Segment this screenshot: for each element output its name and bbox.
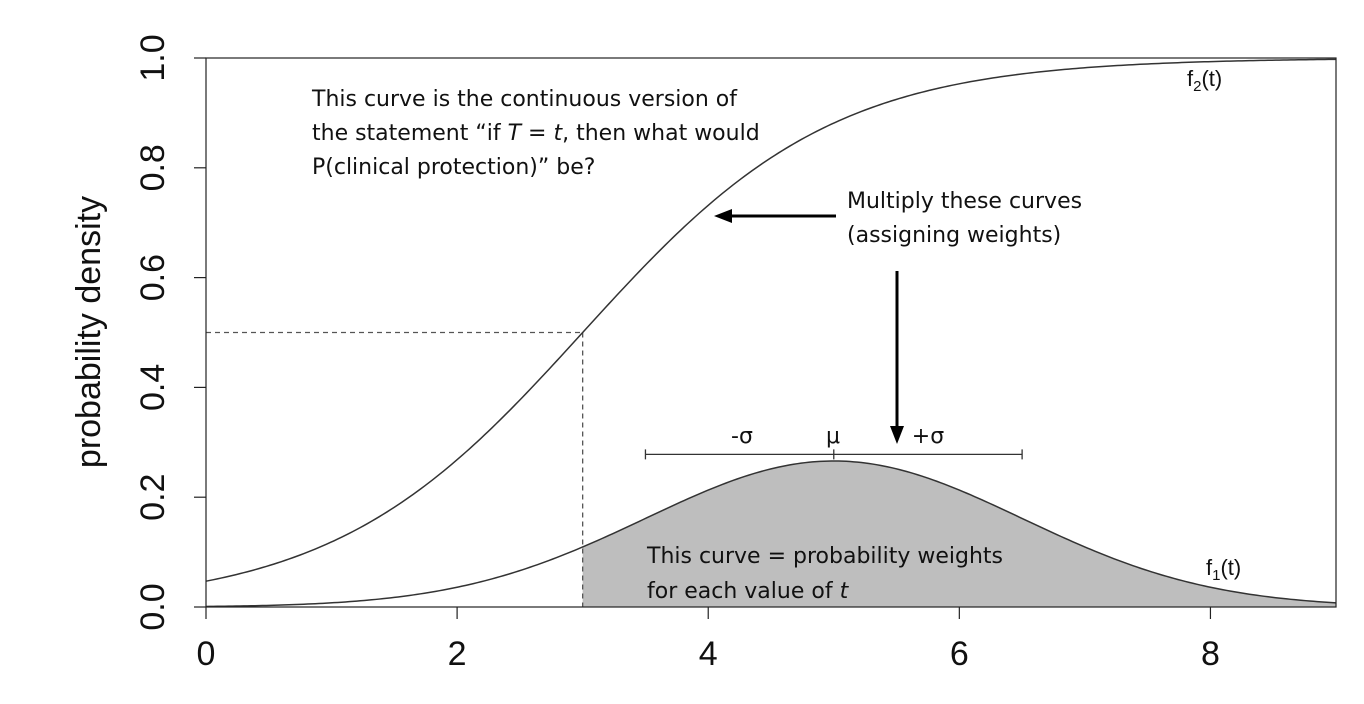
x-tick-label: 6 <box>950 635 969 673</box>
y-tick-label: 1.0 <box>134 34 172 81</box>
top-note-line3: P(clinical protection)” be? <box>312 155 595 180</box>
y-axis-title: probability density <box>70 196 108 468</box>
top-note-line2: the statement “if T = t, then what would <box>312 121 760 146</box>
left-arrow-head <box>714 209 732 223</box>
multiply-annotation: Multiply these curves (assigning weights… <box>847 189 1082 248</box>
f2-label: f2(t) <box>1187 66 1222 95</box>
plus-sigma-label: +σ <box>912 424 944 449</box>
top-annotation: This curve is the continuous version of … <box>311 87 760 180</box>
weights-annotation: This curve = probability weights for eac… <box>646 544 1003 604</box>
y-tick-label: 0.2 <box>134 474 172 521</box>
x-tick-label: 0 <box>197 635 216 673</box>
weights-note-line2: for each value of t <box>647 579 850 604</box>
mu-label: μ <box>826 424 840 449</box>
weights-note-line1: This curve = probability weights <box>646 544 1003 569</box>
down-arrow <box>890 271 904 444</box>
top-note-line1: This curve is the continuous version of <box>311 87 738 112</box>
f2-curve <box>205 58 1337 582</box>
y-tick-label: 0.6 <box>134 254 172 301</box>
f1-shaded-area <box>582 460 1336 607</box>
left-arrow <box>714 209 836 223</box>
x-tick-label: 2 <box>448 635 467 673</box>
sigma-bracket <box>644 449 1023 460</box>
minus-sigma-label: -σ <box>731 424 753 449</box>
y-axis-ticks: 0.0 0.2 0.4 0.6 0.8 1.0 <box>134 34 206 631</box>
f1-curve <box>205 460 1337 608</box>
down-arrow-head <box>890 426 904 444</box>
multiply-note-line2: (assigning weights) <box>847 223 1061 248</box>
guide-dashed-lines <box>206 331 584 607</box>
x-axis-ticks: 0 2 4 6 8 <box>197 607 1220 673</box>
y-tick-label: 0.8 <box>134 144 172 191</box>
multiply-note-line1: Multiply these curves <box>847 189 1082 214</box>
f1-label: f1(t) <box>1206 555 1241 584</box>
y-tick-label: 0.0 <box>134 583 172 630</box>
x-tick-label: 8 <box>1201 635 1220 673</box>
y-tick-label: 0.4 <box>134 364 172 411</box>
x-tick-label: 4 <box>699 635 718 673</box>
plot-frame <box>205 57 1337 608</box>
